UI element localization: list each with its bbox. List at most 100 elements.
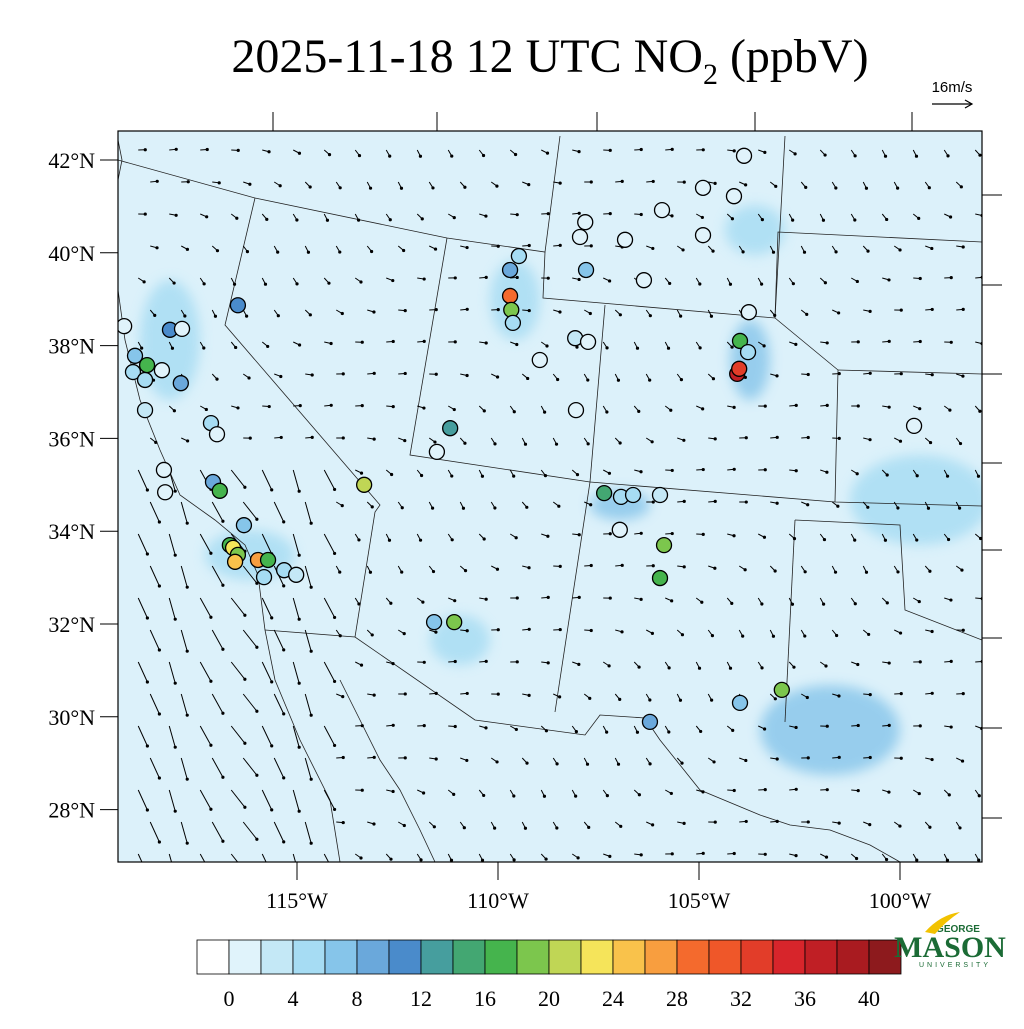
wind-arrow-head	[270, 680, 273, 683]
wind-arrow-head	[896, 506, 899, 509]
wind-arrow-head	[946, 154, 949, 157]
station	[447, 615, 462, 630]
wind-arrow-head	[793, 537, 796, 540]
wind-arrow-head	[514, 153, 517, 156]
wind-arrow-head	[619, 313, 622, 316]
colorbar-box	[517, 940, 549, 974]
wind-arrow-head	[773, 314, 776, 317]
wind-arrow-head	[546, 535, 549, 538]
wind-arrow-head	[463, 186, 466, 189]
wind-arrow-head	[807, 436, 810, 439]
wind-arrow-head	[896, 570, 899, 573]
wind-arrow-head	[524, 827, 527, 830]
station	[117, 319, 132, 334]
wind-arrow-head	[360, 472, 363, 475]
station	[653, 488, 668, 503]
lat-label: 40°N	[48, 241, 95, 266]
wind-arrow-head	[310, 650, 313, 653]
wind-arrow-head	[961, 375, 964, 378]
wind-arrow-head	[298, 746, 301, 749]
wind-arrow-head	[885, 858, 888, 861]
title-subscript: 2	[703, 58, 718, 91]
wind-arrow-head	[559, 182, 562, 185]
wind-arrow-head	[761, 218, 764, 221]
wind-arrow-head	[205, 215, 208, 218]
wind-arrow-head	[342, 821, 345, 824]
wind-arrow-head	[483, 537, 486, 540]
wind-arrow-head	[618, 698, 621, 701]
wind-arrow-head	[884, 539, 887, 542]
wind-arrow-head	[888, 340, 891, 343]
wind-arrow-head	[806, 696, 809, 699]
wind-arrow	[987, 822, 990, 828]
wind-arrow-head	[483, 409, 486, 412]
wind-arrow-head	[652, 564, 655, 567]
wind-arrow-head	[221, 584, 224, 587]
wind-arrow-head	[886, 473, 889, 476]
wind-arrow-head	[794, 726, 797, 729]
wind-arrow-head	[338, 250, 341, 253]
wind-arrow-head	[144, 212, 147, 215]
wind-arrow-head	[733, 852, 736, 855]
wind-arrow-head	[392, 340, 395, 343]
wind-arrow-head	[764, 468, 767, 471]
wind-arrow-head	[388, 154, 391, 157]
wind-arrow-head	[146, 872, 149, 875]
wind-arrow-head	[497, 245, 500, 248]
station	[173, 376, 188, 391]
wind-arrow-head	[373, 694, 376, 697]
wind-arrow-head	[857, 340, 860, 343]
wind-arrow-head	[392, 405, 395, 408]
wind-arrow-head	[277, 314, 280, 317]
wind-arrow-head	[419, 155, 422, 158]
wind-arrow-head	[834, 186, 837, 189]
wind-arrow-head	[639, 470, 642, 473]
wind-arrow-head	[838, 822, 841, 825]
station	[175, 321, 190, 336]
wind-arrow-head	[826, 725, 829, 728]
wind-arrow-head	[608, 279, 611, 282]
wind-arrow-head	[268, 405, 271, 408]
wind-arrow-head	[255, 774, 258, 777]
wind-arrow-head	[545, 344, 548, 347]
wind-arrow-head	[961, 759, 964, 762]
station	[230, 298, 245, 313]
wind-arrow-head	[183, 314, 186, 317]
wind-arrow-head	[868, 823, 871, 826]
wind-arrow-head	[209, 744, 212, 747]
wind-arrow-head	[435, 373, 438, 376]
wind-arrow-head	[174, 490, 177, 493]
wind-arrow-head	[640, 148, 643, 151]
wind-arrow-head	[637, 665, 640, 668]
wind-arrow-head	[450, 474, 453, 477]
colorbar-box	[293, 940, 325, 974]
wind-arrow-head	[733, 789, 736, 792]
wind-arrow-head	[404, 692, 407, 695]
wind-arrow-head	[234, 346, 237, 349]
wind-arrow-head	[280, 436, 283, 439]
wind-arrow-head	[745, 436, 748, 439]
wind-arrow-head	[255, 646, 258, 649]
wind-arrow-head	[640, 598, 643, 601]
wind-arrow-head	[577, 278, 580, 281]
wind-arrow-head	[341, 695, 344, 698]
wind-arrow-head	[516, 213, 519, 216]
wind-arrow-head	[792, 282, 795, 285]
wind-arrow-head	[962, 692, 965, 695]
station	[741, 345, 756, 360]
wind-arrow-head	[515, 343, 518, 346]
wind-arrow-head	[423, 661, 426, 664]
wind-arrow-head	[741, 250, 744, 253]
station	[156, 462, 171, 477]
colorbar-box	[709, 940, 741, 974]
colorbar-box	[549, 940, 581, 974]
wind-arrow-head	[524, 443, 527, 446]
colorbar-box	[197, 940, 229, 974]
colorbar-box	[389, 940, 421, 974]
wind-arrow-head	[310, 778, 313, 781]
wind-arrow-head	[587, 826, 590, 829]
wind-arrow-head	[930, 247, 933, 250]
wind-arrow-head	[711, 634, 714, 637]
wind-arrow-head	[221, 648, 224, 651]
station	[154, 363, 169, 378]
